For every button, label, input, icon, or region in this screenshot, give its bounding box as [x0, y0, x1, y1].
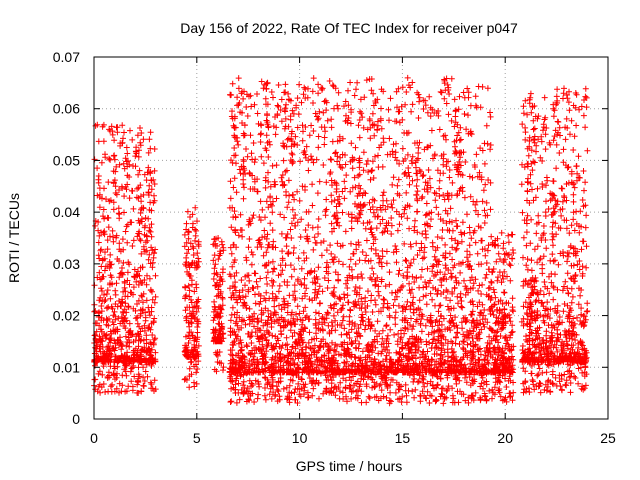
y-axis-label: ROTI / TECUs: [6, 193, 22, 283]
x-tick-label: 5: [193, 430, 201, 446]
y-tick-label: 0.07: [53, 49, 80, 65]
y-tick-label: 0.06: [53, 101, 80, 117]
y-tick-label: 0.05: [53, 152, 80, 168]
x-tick-label: 0: [90, 430, 98, 446]
plot-frame: [93, 56, 609, 420]
data-points: [91, 74, 591, 407]
x-tick-label: 10: [292, 430, 308, 446]
x-tick-label: 25: [600, 430, 616, 446]
x-axis-label: GPS time / hours: [296, 458, 403, 474]
y-tick-label: 0.04: [53, 204, 80, 220]
y-tick-label: 0.01: [53, 359, 80, 375]
y-tick-label: 0.03: [53, 256, 80, 272]
x-axis-ticks: 0 5 10 15 20 25: [90, 57, 616, 446]
y-tick-label: 0.02: [53, 308, 80, 324]
x-tick-label: 20: [497, 430, 513, 446]
x-tick-label: 15: [395, 430, 411, 446]
y-tick-label: 0: [72, 411, 80, 427]
y-axis-ticks: 0 0.01 0.02 0.03 0.04 0.05 0.06 0.07: [53, 49, 608, 427]
scatter-markers: [91, 74, 591, 407]
chart-title: Day 156 of 2022, Rate Of TEC Index for r…: [180, 20, 518, 36]
